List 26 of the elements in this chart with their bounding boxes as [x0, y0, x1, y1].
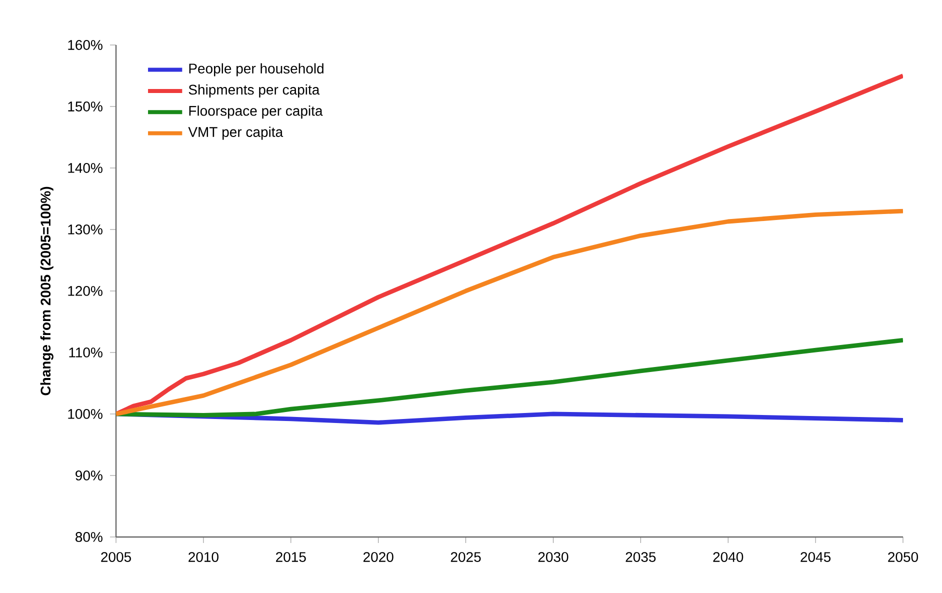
y-tick-label: 100% [68, 409, 102, 419]
y-tick-label: 110% [69, 348, 102, 358]
x-tick-label: 2010 [188, 552, 218, 562]
y-tick-label: 130% [68, 224, 102, 234]
line-series [116, 338, 903, 418]
x-tick-label: 2005 [101, 552, 131, 562]
x-tick-label: 2050 [888, 552, 918, 562]
legend-label: People per household [189, 63, 324, 76]
x-tick-label: 2030 [538, 552, 568, 562]
y-tick-label: 160% [68, 40, 102, 50]
x-tick-label: 2045 [800, 552, 831, 562]
legend-label: VMT per capita [188, 126, 284, 140]
y-axis-title: Change from 2005 (2005=100%) [40, 186, 54, 396]
legend-label: Shipments per capita [188, 84, 320, 98]
x-tick-label: 2020 [363, 552, 394, 562]
x-tick-label: 2040 [713, 552, 744, 562]
x-tick-label: 2035 [626, 552, 656, 562]
x-tick-label: 2025 [450, 552, 481, 562]
line-series [116, 208, 903, 416]
y-tick-label: 120% [68, 286, 102, 296]
y-tick-label: 90% [76, 470, 102, 480]
legend-label: Floorspace per capita [189, 106, 323, 119]
x-tick-label: 2015 [276, 552, 306, 562]
y-tick-label: 150% [68, 102, 102, 112]
y-tick-label: 140% [68, 163, 102, 173]
y-tick-label: 80% [76, 532, 102, 542]
